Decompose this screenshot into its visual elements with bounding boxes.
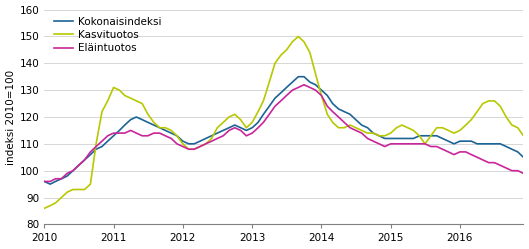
Line: Eläintuotos: Eläintuotos (44, 85, 523, 182)
Line: Kasvituotos: Kasvituotos (44, 36, 523, 208)
Legend: Kokonaisindeksi, Kasvituotos, Eläintuotos: Kokonaisindeksi, Kasvituotos, Eläintuoto… (54, 17, 162, 53)
Line: Kokonaisindeksi: Kokonaisindeksi (44, 77, 523, 184)
Y-axis label: indeksi 2010=100: indeksi 2010=100 (6, 69, 15, 165)
